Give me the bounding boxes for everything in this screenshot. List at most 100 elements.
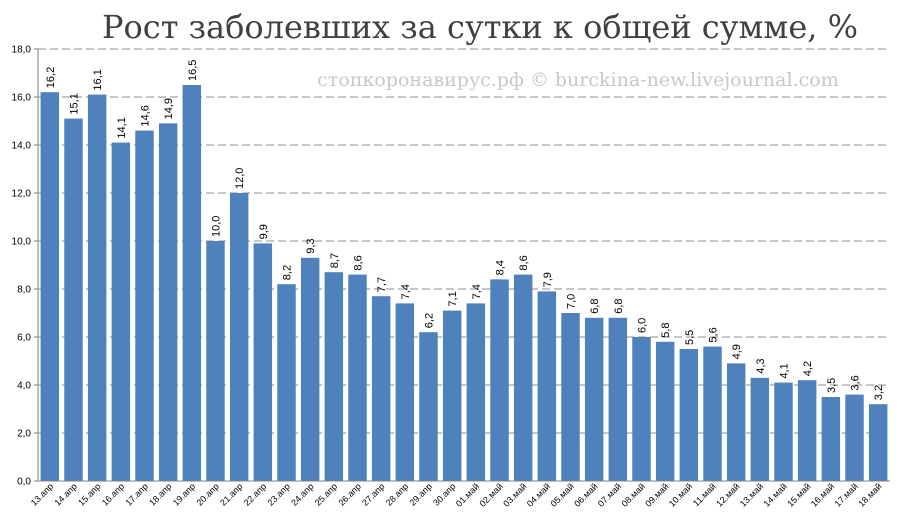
x-tick-label: 29.апр (407, 481, 433, 507)
gridlines (38, 48, 890, 434)
x-tick-label: 01.май (454, 481, 481, 508)
bar (608, 317, 628, 481)
y-tick-label: 14,0 (12, 141, 32, 152)
data-label: 12,0 (234, 168, 246, 189)
data-label: 16,1 (92, 69, 104, 90)
x-tick-label: 11.май (691, 481, 718, 508)
x-tick-label: 03.май (501, 481, 528, 508)
bar (868, 404, 888, 481)
bar (655, 341, 675, 481)
bar (442, 310, 462, 481)
bar (135, 130, 154, 481)
data-label: 5,8 (660, 323, 672, 338)
bar (466, 303, 486, 481)
x-tick-label: 06.май (572, 481, 599, 508)
bar (395, 303, 415, 481)
x-tick-label: 08.май (620, 481, 647, 508)
x-tick-label: 13.май (738, 481, 765, 508)
bar (750, 377, 770, 481)
bar (158, 123, 178, 482)
data-label: 8,4 (495, 260, 507, 275)
x-tick-label: 16.апр (100, 481, 126, 507)
bar (419, 332, 438, 481)
x-tick-label: 15.май (785, 481, 812, 508)
data-label: 6,8 (613, 299, 625, 314)
data-label: 14,1 (116, 117, 128, 138)
data-label: 9,9 (258, 224, 270, 239)
bar (182, 85, 202, 481)
x-tick-label: 17.май (833, 481, 860, 508)
bar (797, 380, 817, 481)
x-tick-label: 28.апр (384, 481, 410, 507)
y-tick-label: 16,0 (12, 93, 32, 104)
x-tick-label: 17.апр (123, 481, 149, 507)
data-label: 4,2 (802, 361, 814, 376)
x-tick-label: 16.май (809, 481, 836, 508)
data-label: 16,2 (45, 67, 57, 88)
bars (40, 85, 888, 482)
x-tick-label: 13.апр (29, 481, 55, 507)
bar (632, 337, 651, 481)
x-tick-label: 19.апр (171, 481, 197, 507)
bar (229, 193, 249, 481)
data-label: 10,0 (211, 216, 223, 237)
data-label: 5,6 (708, 327, 720, 342)
x-tick-label: 24.апр (289, 481, 315, 507)
data-label: 8,6 (353, 255, 365, 270)
bar (726, 363, 746, 481)
data-label: 15,1 (69, 93, 81, 114)
bar (277, 284, 296, 481)
bar (584, 317, 604, 481)
data-label: 5,5 (684, 330, 696, 345)
data-label: 4,3 (755, 359, 767, 374)
data-label: 7,0 (566, 294, 578, 309)
bar (561, 313, 580, 481)
y-tick-label: 2,0 (17, 429, 31, 440)
data-label: 14,9 (163, 98, 175, 119)
x-tick-label: 18.май (856, 481, 883, 508)
x-tick-label: 14.май (762, 481, 789, 508)
x-tick-label: 14.апр (52, 481, 78, 507)
data-label: 3,2 (873, 385, 885, 400)
data-label: 3,5 (826, 378, 838, 393)
x-tick-label: 02.май (478, 481, 505, 508)
x-tick-label: 07.май (596, 481, 623, 508)
data-label: 14,6 (140, 105, 152, 126)
data-label: 4,1 (779, 363, 791, 378)
data-label: 6,8 (589, 299, 601, 314)
data-label: 8,2 (282, 265, 294, 280)
data-label: 7,4 (471, 284, 483, 299)
x-tick-label: 15.апр (76, 481, 102, 507)
y-tick-label: 4,0 (17, 381, 31, 392)
x-tick-label: 18.апр (147, 481, 173, 507)
data-label: 3,6 (850, 375, 862, 390)
bar (774, 382, 793, 481)
data-label: 8,7 (329, 253, 341, 268)
x-tick-label: 12.май (714, 481, 741, 508)
bar (348, 274, 367, 481)
data-labels: 16,2 15,1 16,1 14,1 14,6 14,9 16,5 10,0 12,0 9,9 8… (45, 60, 885, 401)
data-label: 6,2 (424, 313, 436, 328)
x-tick-label: 22.апр (242, 481, 268, 507)
x-tick-label: 23.апр (265, 481, 291, 507)
x-tick-label: 10.май (667, 481, 694, 508)
x-tick-label: 04.май (525, 481, 552, 508)
bar (111, 142, 131, 481)
bar (371, 296, 391, 481)
bar (253, 243, 273, 481)
bar (206, 241, 225, 481)
data-label: 7,4 (400, 284, 412, 299)
x-tick-label: 25.апр (313, 481, 339, 507)
y-tick-label: 10,0 (12, 237, 32, 248)
bar (40, 92, 60, 481)
y-tick-label: 12,0 (12, 189, 32, 200)
bar (821, 397, 841, 481)
y-tick-label: 6,0 (17, 333, 31, 344)
x-axis: 13.апр14.апр15.апр16.апр17.апр18.апр19.а… (29, 480, 890, 509)
bar (703, 346, 722, 481)
data-label: 7,1 (447, 291, 459, 306)
chart-watermark: стопкоронавирус.рф © burckina-new.livejo… (317, 69, 838, 91)
x-tick-label: 05.май (549, 481, 576, 508)
y-tick-label: 8,0 (17, 285, 31, 296)
